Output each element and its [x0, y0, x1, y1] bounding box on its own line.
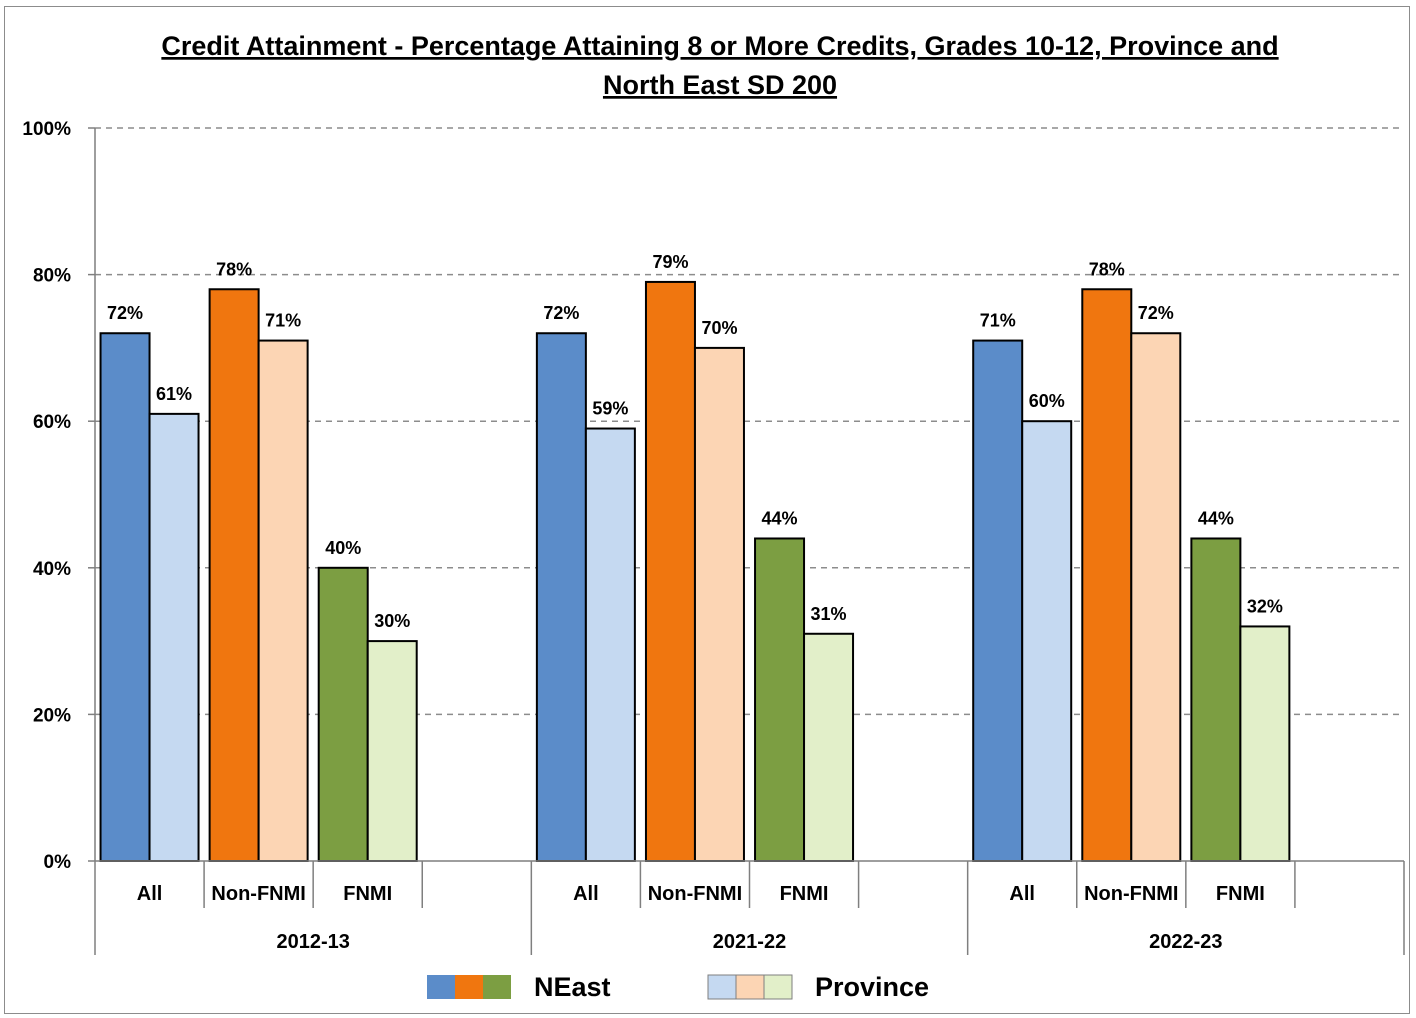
x-category-label: FNMI [780, 883, 829, 905]
y-tick-label: 100% [22, 119, 71, 140]
legend-swatch [427, 975, 455, 999]
data-label: 60% [1029, 391, 1065, 411]
y-tick-label: 0% [44, 852, 72, 873]
bar-province-2012-13-all [148, 412, 200, 862]
data-label: 72% [107, 303, 143, 323]
chart-frame [4, 6, 1410, 1014]
bar-province-2021-22-all [584, 427, 636, 862]
legend-swatch [763, 974, 793, 1000]
bar-province-2021-22-non-fnmi [693, 346, 745, 862]
bar-neast-2022-23-fnmi [1190, 537, 1242, 862]
y-tick-label: 80% [33, 266, 71, 287]
legend-swatch [483, 975, 511, 999]
bar-province-2012-13-non-fnmi [257, 339, 309, 862]
x-category-label: All [573, 883, 599, 905]
data-label: 59% [592, 399, 628, 419]
bar-province-2012-13-fnmi [366, 640, 418, 862]
bar-neast-2022-23-non-fnmi [1081, 288, 1133, 862]
x-category-label: Non-FNMI [211, 883, 305, 905]
data-label: 44% [1198, 508, 1234, 528]
data-label: 72% [1138, 303, 1174, 323]
bar-province-2022-23-non-fnmi [1130, 332, 1182, 862]
bar-neast-2022-23-all [972, 339, 1024, 862]
legend-label-province: Province [815, 972, 929, 1002]
bar-neast-2021-22-all [535, 332, 587, 862]
data-label: 44% [762, 508, 798, 528]
x-category-label: Non-FNMI [648, 883, 742, 905]
x-year-label: 2012-13 [276, 931, 349, 953]
data-label: 70% [701, 318, 737, 338]
data-label: 78% [216, 259, 252, 279]
data-label: 71% [265, 311, 301, 331]
x-category-label: FNMI [343, 883, 392, 905]
legend-label-neast: NEast [534, 972, 611, 1002]
chart-title-line1: Credit Attainment - Percentage Attaining… [161, 31, 1278, 61]
data-label: 78% [1089, 259, 1125, 279]
legend-swatch [707, 974, 737, 1000]
bar-neast-2012-13-fnmi [317, 566, 369, 862]
data-label: 79% [652, 252, 688, 272]
x-year-label: 2022-23 [1149, 931, 1222, 953]
bar-province-2022-23-all [1021, 420, 1073, 862]
bar-neast-2021-22-non-fnmi [644, 280, 696, 862]
chart-title-line2: North East SD 200 [603, 70, 837, 100]
y-tick-label: 20% [33, 705, 71, 726]
x-category-label: Non-FNMI [1084, 883, 1178, 905]
bar-neast-2012-13-non-fnmi [208, 288, 260, 862]
x-category-label: FNMI [1216, 883, 1265, 905]
bar-province-2022-23-fnmi [1239, 625, 1291, 862]
data-label: 72% [543, 303, 579, 323]
y-tick-label: 60% [33, 412, 71, 433]
bar-neast-2012-13-all [99, 332, 151, 862]
data-label: 61% [156, 384, 192, 404]
data-label: 32% [1247, 596, 1283, 616]
bar-province-2021-22-fnmi [803, 632, 855, 863]
x-year-label: 2021-22 [713, 931, 786, 953]
legend-swatch [455, 975, 483, 999]
data-label: 40% [325, 538, 361, 558]
bar-neast-2021-22-fnmi [754, 537, 806, 862]
legend-swatch [735, 974, 765, 1000]
y-tick-label: 40% [33, 559, 71, 580]
x-category-label: All [137, 883, 163, 905]
data-label: 31% [811, 604, 847, 624]
data-label: 71% [980, 311, 1016, 331]
data-label: 30% [374, 611, 410, 631]
x-category-label: All [1009, 883, 1035, 905]
